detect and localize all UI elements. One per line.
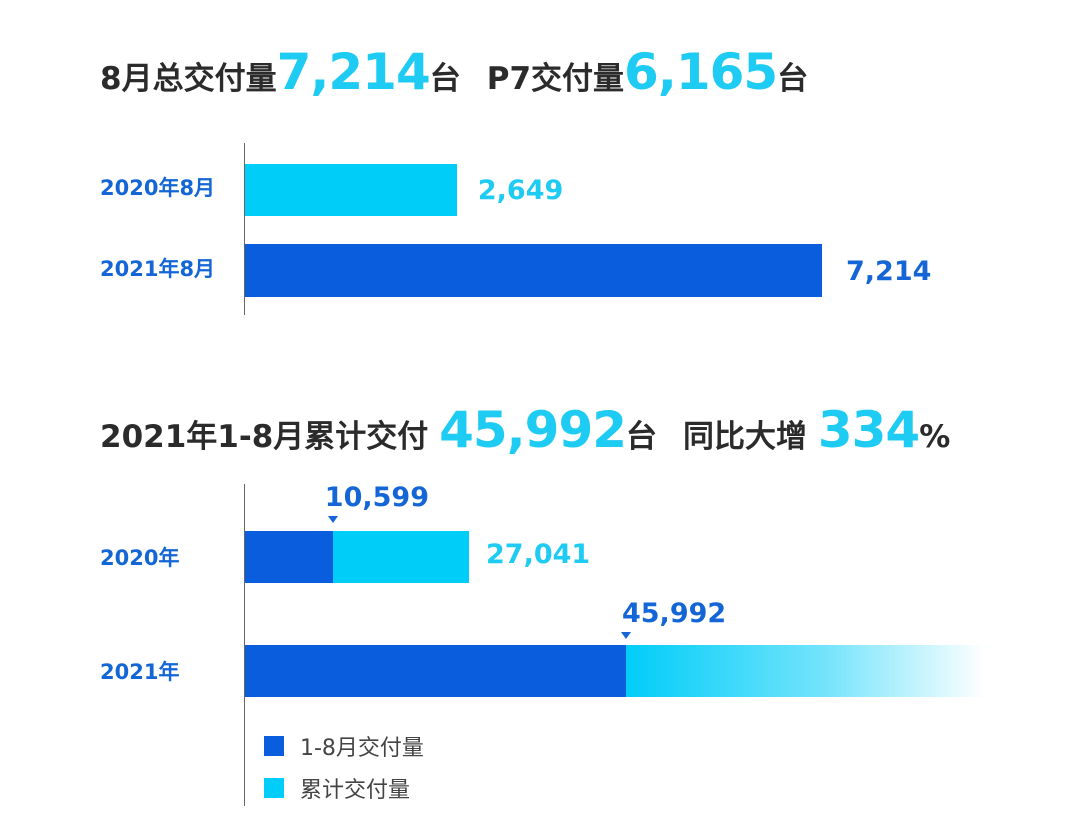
headline-cumulative-delivery: 2021年1-8月累计交付 45,992台 同比大增 334%: [100, 405, 950, 455]
legend-swatch-light: [264, 778, 284, 798]
legend-label: 1-8月交付量: [300, 736, 424, 761]
legend-item: 累计交付量: [264, 775, 411, 803]
headline-cumulative-unit: 台: [626, 419, 658, 455]
headline-growth-label: 同比大增: [683, 419, 808, 455]
headline-p7-unit: 台: [777, 61, 809, 97]
chart1-bar-2020-08: [245, 164, 457, 216]
headline-august-label: 8月总交付量: [100, 61, 277, 97]
headline-august-delivery: 8月总交付量7,214台 P7交付量6,165台: [100, 47, 808, 97]
headline-august-unit: 台: [429, 61, 461, 97]
chart2-bar-2020-cumulative: [332, 531, 469, 583]
chart2-category-label: 2020年: [100, 546, 180, 570]
chart1-category-label: 2021年8月: [100, 257, 216, 281]
chart1-value-label: 7,214: [846, 256, 932, 287]
chart2-value-label: 45,992: [621, 598, 727, 629]
chart2-bar-2021-jan-aug: [245, 645, 626, 697]
chart1-value-label: 2,649: [477, 175, 564, 206]
chart1-axis: [244, 143, 245, 315]
headline-growth-percent: %: [919, 419, 951, 455]
chart2-bar-2020-jan-aug: [245, 531, 333, 583]
headline-cumulative-total: 45,992: [439, 401, 627, 459]
chart2-category-label: 2021年: [100, 660, 180, 684]
chart2-axis: [244, 484, 245, 806]
chart2-marker-2021: [620, 632, 631, 639]
legend-swatch-dark: [264, 736, 284, 756]
chart2-value-label: 27,041: [486, 539, 591, 570]
legend-label: 累计交付量: [300, 778, 411, 803]
chart2-value-label: 10,599: [324, 482, 429, 513]
chart2-marker-2020: [327, 516, 338, 523]
legend-item: 1-8月交付量: [264, 733, 424, 761]
headline-august-total: 7,214: [276, 43, 431, 101]
headline-p7-total: 6,165: [624, 43, 778, 101]
headline-growth-value: 334: [817, 401, 920, 459]
chart1-bar-2021-08: [245, 244, 822, 297]
headline-p7-label: P7交付量: [486, 61, 625, 97]
chart2-bar-2021-fade: [625, 645, 986, 697]
chart1-category-label: 2020年8月: [100, 176, 216, 200]
headline-cumulative-label: 2021年1-8月累计交付: [100, 419, 429, 455]
